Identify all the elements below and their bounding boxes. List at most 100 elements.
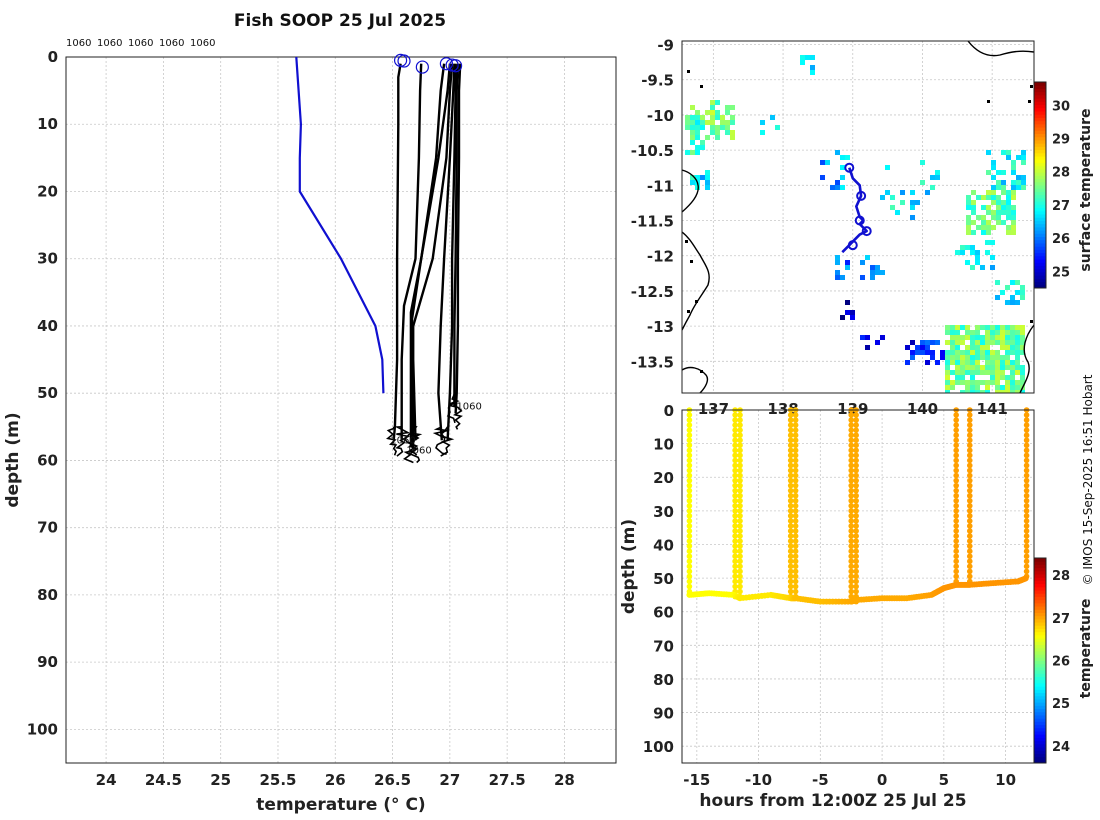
sst-pixel [991,195,996,200]
sst-pixel [910,190,915,195]
sst-pixel [720,120,725,125]
sst-pixel [1005,340,1010,345]
colorbar-swatch [1034,679,1046,684]
section-y-tick-label: 20 [653,469,674,487]
cast-id-label-top: 1060 [97,38,122,49]
section-point [966,417,973,423]
sst-pixel [950,345,955,350]
section-point [686,523,693,529]
section-x-tick-label: -15 [683,771,710,789]
sst-pixel [965,355,970,360]
section-point [1023,518,1030,524]
sst-pixel [960,355,965,360]
colorbar-swatch [1034,660,1046,665]
section-point [787,533,794,539]
colorbar-swatch [1034,156,1046,160]
section-point [1023,548,1030,554]
profile-bottom-segment [440,426,455,457]
section-point [853,457,859,464]
sst-pixel [1011,160,1016,165]
sst-pixel [965,350,970,355]
sst-pixel [690,125,695,130]
sst-pixel [990,255,995,260]
section-point [853,417,859,423]
sst-pixel [995,365,1000,370]
sst-pixel [990,360,995,365]
sst-pixel [975,355,980,360]
sst-pixel [950,340,955,345]
y-tick-label: 60 [37,451,58,469]
sst-pixel [1005,360,1010,365]
section-point [787,573,794,580]
sst-pixel [950,330,955,335]
section-point [966,523,973,529]
colorbar-swatch [1034,711,1046,716]
section-point [732,477,738,484]
colorbar-swatch [1034,82,1046,86]
colorbar-swatch [1034,110,1046,115]
colorbar-swatch [1034,746,1046,751]
section-point [853,558,859,565]
sst-pixel [960,370,965,375]
section-point [732,548,738,554]
sst-pixel [720,115,725,120]
section-point [737,568,743,575]
section-point [686,467,693,474]
sst-pixel [910,205,915,210]
section-point [792,492,799,499]
colorbar-swatch [1034,281,1046,286]
sst-pixel [1010,385,1015,390]
colorbar-swatch [1034,586,1046,591]
sst-pixel [945,325,950,330]
sst-pixel [850,310,855,315]
sst-pixel [1001,150,1006,155]
section-point [853,588,859,595]
section-y-tick-label: 40 [653,536,674,554]
x-tick-label: 25.5 [259,771,296,789]
section-point [848,568,855,575]
section-point [966,452,973,459]
figure-title: Fish SOOP 25 Jul 2025 [234,11,446,31]
colorbar-swatch [1034,593,1046,597]
section-point [787,472,794,479]
sst-pixel [955,355,960,360]
section-point [848,442,855,449]
section-y-tick-label: 30 [653,503,674,521]
section-point [732,578,738,585]
sst-pixel [945,370,950,375]
colorbar-swatch [1034,644,1046,649]
sst-pixel [905,345,910,350]
section-point [848,588,855,595]
sst-pixel [720,125,725,130]
section-panel: 0 10 20 30 40 50 60 70 80 90 100 -15 -10 -5 0 5 10 hours … [619,402,1094,811]
section-point [953,513,959,519]
section-point [1023,417,1030,423]
sst-pixel [710,100,715,105]
colorbar-swatch [1034,133,1046,138]
colorbar-swatch [1034,213,1046,218]
section-point [848,578,855,585]
section-point [1023,538,1030,544]
y-tick-label: 50 [37,384,58,402]
sst-pixel [981,230,986,235]
colorbar-swatch [1034,676,1046,681]
sst-pixel [995,380,1000,385]
section-point [966,472,973,479]
section-point [792,503,799,509]
cast-id-label-bottom: 1060 [456,401,481,412]
sst-pixel [1000,290,1005,295]
sst-pixel [1015,340,1020,345]
sst-pixel [910,215,915,220]
sst-pixel [981,205,986,210]
colorbar-swatch [1034,654,1046,658]
colorbar-swatch [1034,686,1046,690]
section-point [732,503,738,509]
section-point [853,538,859,544]
section-point [737,477,743,484]
colorbar-swatch [1034,657,1046,661]
sst-pixel [705,110,710,115]
section-point [686,568,693,575]
sst-pixel [685,115,690,120]
sst-pixel [971,190,976,195]
section-y-tick-label: 10 [653,436,674,454]
